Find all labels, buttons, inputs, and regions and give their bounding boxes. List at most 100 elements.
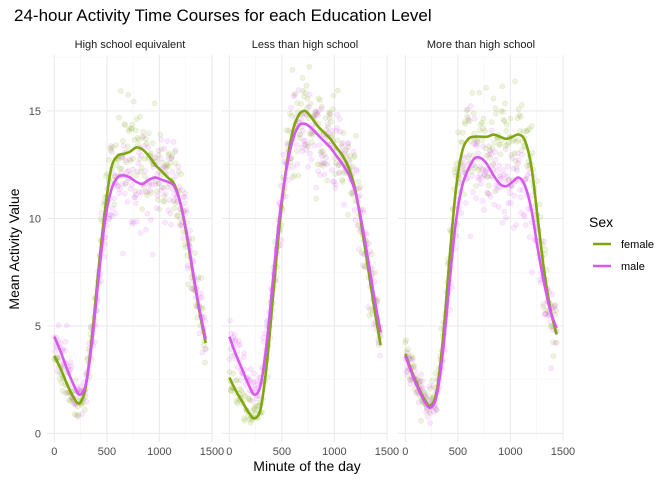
point-female [169,153,176,159]
point-female [140,128,147,135]
point-male [162,219,168,226]
point-male [109,213,116,219]
point-female [165,164,171,170]
point-female [132,127,139,134]
point-female [289,112,295,119]
point-female [517,113,524,120]
point-male [333,128,340,134]
point-male [129,181,135,188]
point-female [507,115,514,122]
y-tick-label: 15 [29,106,41,118]
point-female [505,139,512,146]
point-male [484,189,491,196]
point-male [498,173,504,180]
legend-entry-female: female [593,239,654,251]
point-female [496,142,502,148]
point-female [483,85,489,91]
point-male [301,137,308,144]
point-female [429,377,435,384]
point-male [433,407,440,413]
point-female [81,406,88,413]
point-female [508,152,515,158]
point-male [501,208,508,215]
point-male [253,378,259,385]
point-male [187,227,193,234]
point-female [165,152,172,158]
point-male [506,177,513,184]
point-male [551,304,558,311]
point-male [314,112,321,119]
point-male [496,162,502,169]
point-male [299,144,305,151]
point-female [497,151,504,157]
point-male [467,233,474,240]
point-female [161,198,168,204]
point-male [164,184,171,191]
point-female [520,128,527,135]
point-female [240,391,246,397]
point-female [126,125,133,132]
point-male [303,147,310,153]
point-male [423,409,430,415]
point-female [166,150,172,157]
point-female [75,411,82,418]
point-male [491,201,497,208]
point-female [125,128,132,135]
point-male [143,189,150,195]
point-female [347,153,354,159]
point-female [125,91,132,98]
point-female [411,362,417,369]
point-male [306,91,313,98]
point-male [473,195,479,202]
point-male [520,212,527,218]
point-female [487,154,493,161]
point-female [130,155,136,162]
point-male [149,251,156,258]
point-female [464,113,470,120]
point-male [171,197,178,203]
point-male [328,167,335,173]
point-female [433,406,440,413]
point-female [550,339,556,346]
point-female [136,136,142,143]
point-female [349,163,356,170]
point-female [298,101,304,107]
point-female [324,177,331,184]
point-female [553,339,560,346]
point-male [133,200,139,207]
point-male [232,337,239,344]
point-male [196,330,203,337]
point-male [337,128,344,135]
point-male [467,103,474,109]
point-male [153,205,160,211]
point-female [553,307,559,313]
point-female [289,66,296,73]
point-female [143,140,150,147]
point-male [290,164,296,170]
point-female [460,129,466,136]
point-male [120,250,126,257]
smooth-line-male [404,155,558,410]
point-male [178,222,184,228]
point-male [183,209,190,216]
point-male [107,211,114,218]
point-male [478,175,485,181]
point-female [302,141,309,148]
point-female [476,89,483,96]
point-female [360,262,366,269]
point-female [168,155,175,161]
point-female [426,409,433,415]
point-male [354,222,361,229]
point-male [366,240,372,247]
point-female [509,138,516,144]
point-male [499,219,506,226]
point-male [334,125,341,131]
point-female [175,212,181,219]
point-male [495,184,501,190]
point-female [315,95,322,102]
point-male [427,420,433,426]
point-male [496,173,503,179]
point-female [131,136,138,143]
point-male [473,143,480,149]
point-male [168,221,174,228]
